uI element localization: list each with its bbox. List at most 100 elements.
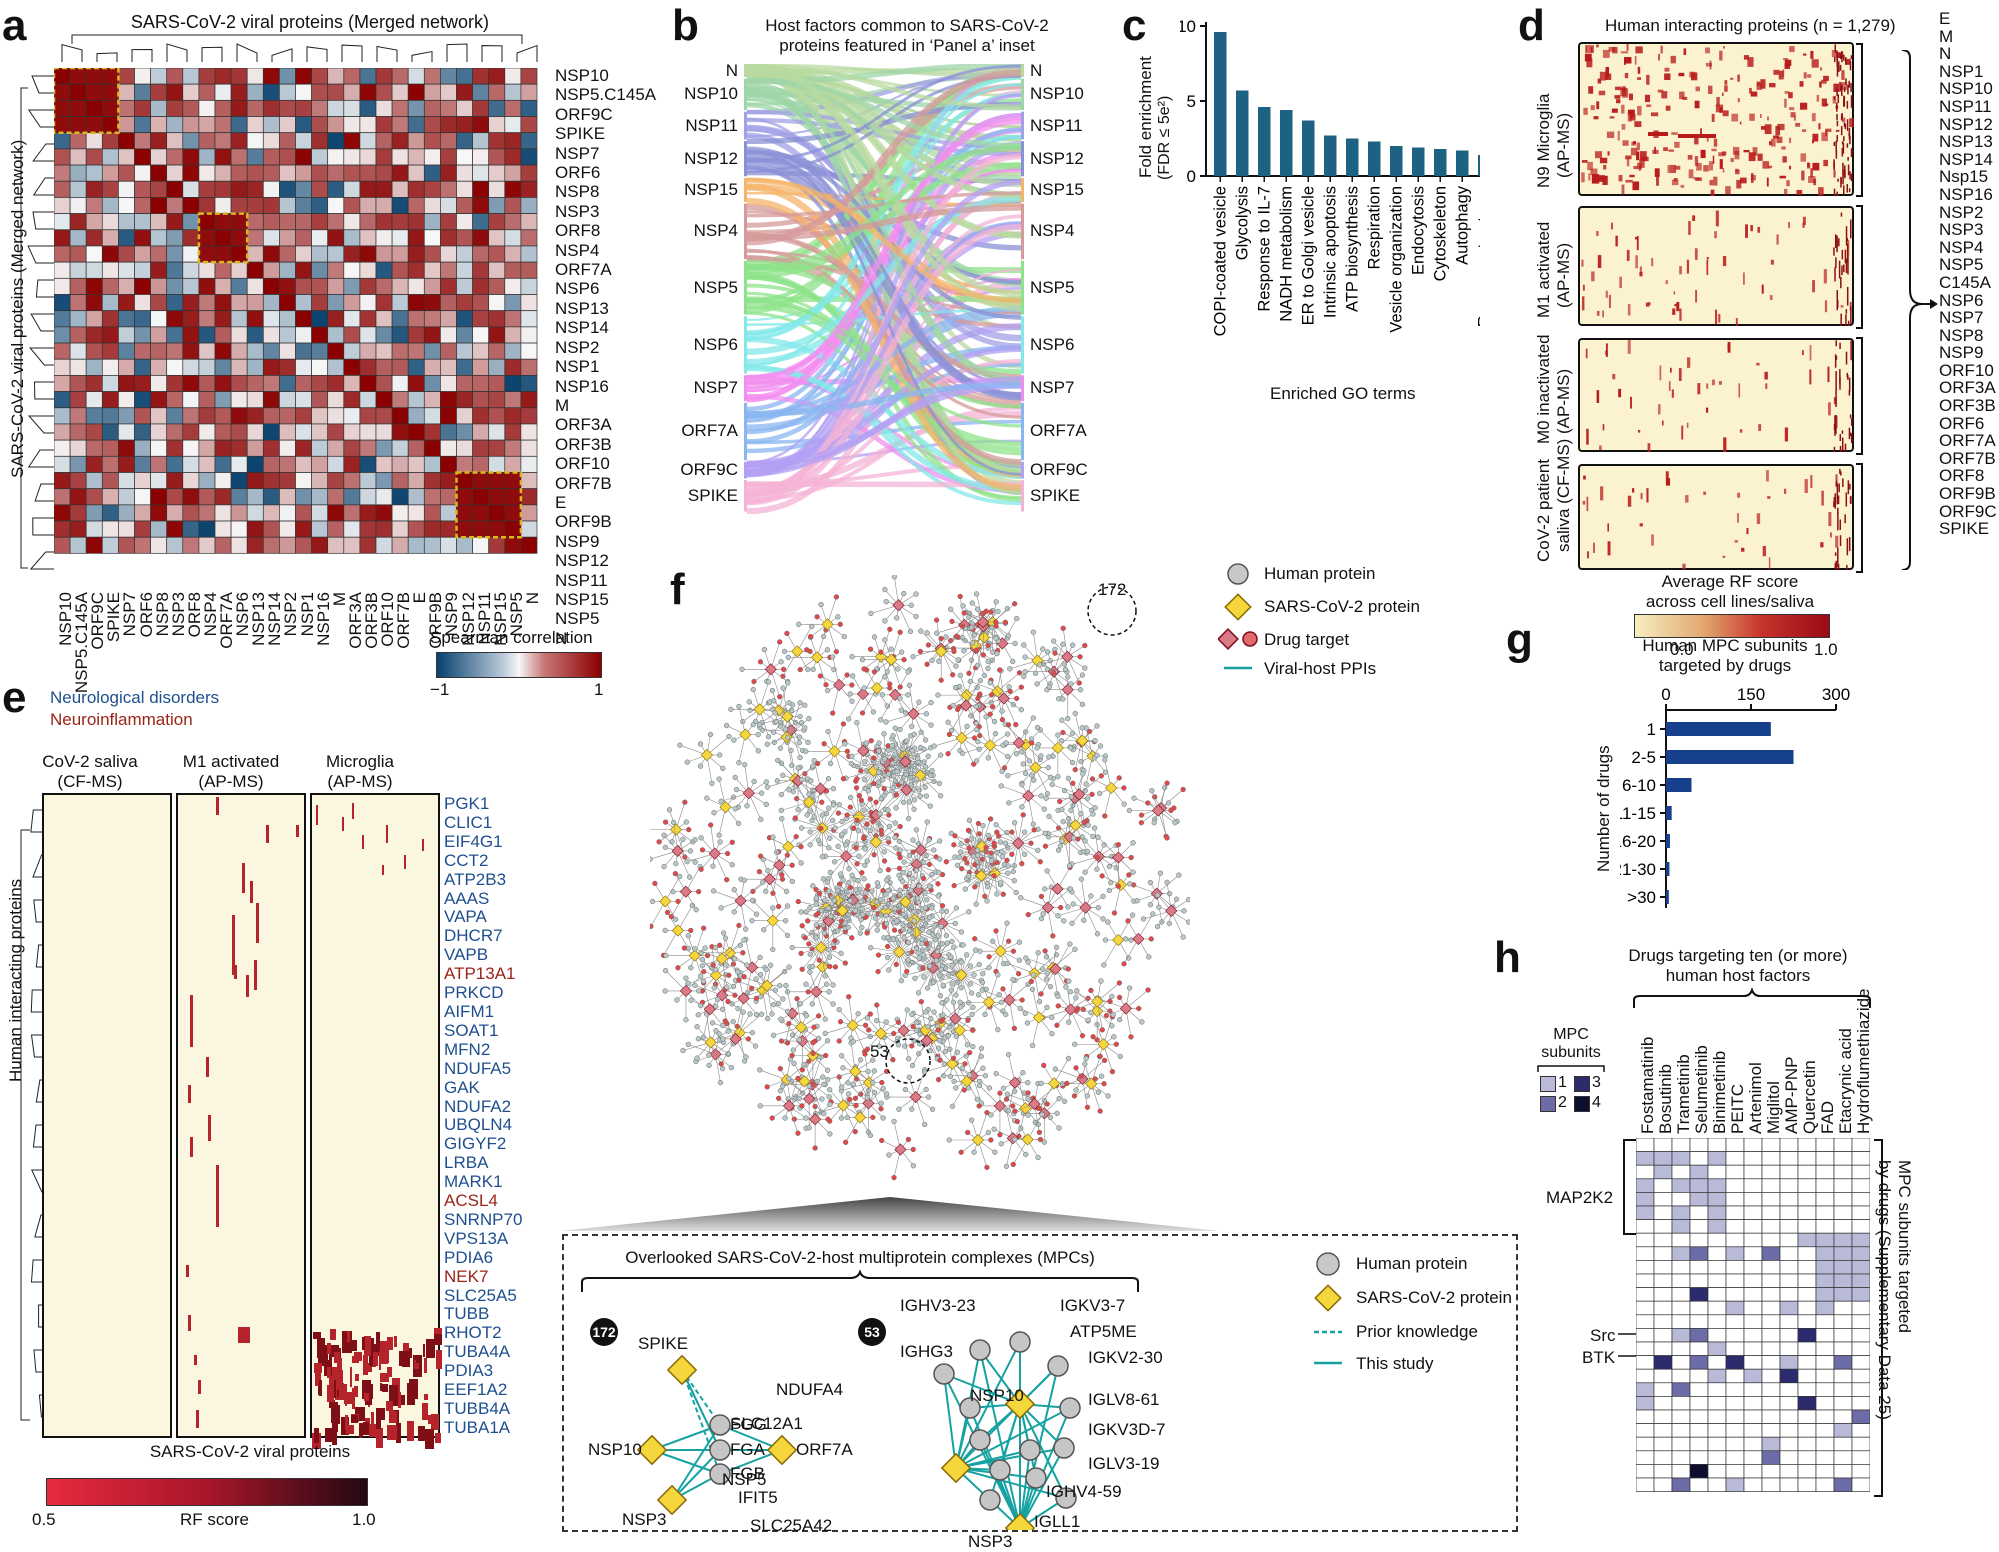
heat-cell [457, 181, 473, 197]
human-node [956, 657, 961, 662]
heat-cell [231, 440, 247, 456]
human-node [1139, 813, 1144, 818]
gene-label: ACSL4 [444, 1192, 522, 1211]
heat-cell [199, 68, 215, 84]
rf-mark [345, 1415, 348, 1430]
human-node [1073, 995, 1078, 1000]
human-node [966, 828, 971, 833]
heat-cell [473, 117, 489, 133]
heat-cell [312, 262, 328, 278]
heat-cell [473, 359, 489, 375]
human-node [688, 965, 693, 970]
human-node [909, 1012, 914, 1017]
human-node [1139, 820, 1144, 825]
human-node [748, 708, 753, 713]
interaction-mark [1597, 311, 1600, 316]
drug-node [1133, 933, 1144, 944]
interaction-mark [1845, 57, 1847, 65]
interaction-mark [1714, 139, 1717, 147]
heat-cell [440, 359, 456, 375]
heat-cell [489, 505, 505, 521]
panel-d-row-label: CoV-2 patient [1534, 459, 1554, 562]
human-node [847, 866, 852, 871]
human-node [1018, 1126, 1023, 1131]
gene-label: ATP13A1 [444, 965, 522, 984]
heat-cell [457, 230, 473, 246]
human-node [886, 813, 891, 818]
interaction-mark [1603, 165, 1606, 170]
human-node [790, 1053, 795, 1058]
heat-cell [199, 181, 215, 197]
heat-cell [263, 521, 279, 537]
human-node [862, 777, 867, 782]
human-node [994, 929, 999, 934]
heat-cell [392, 117, 408, 133]
heat-cell [86, 84, 102, 100]
heat-cell [279, 68, 295, 84]
alluvial-right-label: NSP7 [1030, 378, 1074, 398]
human-node [885, 935, 890, 940]
human-node [968, 679, 973, 684]
interaction-mark [1785, 427, 1788, 441]
human-node [975, 696, 980, 701]
interaction-mark [1819, 81, 1821, 87]
bar [1236, 91, 1249, 177]
human-node [757, 869, 762, 874]
heat-cell [247, 392, 263, 408]
human-node [1167, 891, 1172, 896]
human-node [895, 667, 900, 672]
human-node [951, 703, 956, 708]
interaction-mark [1849, 378, 1851, 392]
human-node [885, 669, 890, 674]
interaction-mark [1598, 255, 1601, 268]
heat-cell [135, 133, 151, 149]
human-node [1127, 881, 1132, 886]
human-node [994, 1071, 999, 1076]
interaction-mark [1633, 166, 1637, 169]
heat-cell [440, 117, 456, 133]
interaction-mark [1828, 512, 1831, 526]
heat-cell [86, 149, 102, 165]
interaction-mark [1757, 227, 1760, 233]
row-label: NSP12 [555, 551, 656, 570]
heat-cell [489, 311, 505, 327]
human-node [1060, 697, 1065, 702]
gene-label: TUBA4A [444, 1343, 522, 1362]
heat-cell [312, 68, 328, 84]
drug-node [895, 1144, 906, 1155]
human-node [1078, 687, 1083, 692]
human-node [1066, 1020, 1071, 1025]
heat-cell [54, 149, 70, 165]
human-node [917, 956, 922, 961]
heat-cell [279, 181, 295, 197]
human-node [785, 681, 790, 686]
interaction-mark [1845, 444, 1847, 452]
interaction-mark [1716, 211, 1719, 227]
heat-cell [440, 165, 456, 181]
human-node [882, 859, 887, 864]
human-node [778, 746, 783, 751]
heat-cell [70, 489, 86, 505]
heat-cell [505, 473, 521, 489]
heat-cell [457, 311, 473, 327]
human-node [906, 957, 911, 962]
heat-cell [183, 246, 199, 262]
heat-cell [54, 489, 70, 505]
human-node [771, 1002, 776, 1007]
human-node [1001, 987, 1006, 992]
human-node [950, 939, 955, 944]
y-tick-label: 5 [1187, 92, 1196, 111]
human-node [899, 978, 904, 983]
heat-cell [118, 375, 134, 391]
heat-cell [440, 473, 456, 489]
heat-cell [199, 440, 215, 456]
heat-cell [151, 181, 167, 197]
human-node [1105, 920, 1110, 925]
rf-mark [351, 1415, 358, 1423]
heat-cell [135, 149, 151, 165]
heat-cell [118, 505, 134, 521]
interaction-mark [1757, 513, 1760, 524]
human-node [1011, 949, 1016, 954]
heat-cell [215, 392, 231, 408]
human-node [1114, 865, 1119, 870]
